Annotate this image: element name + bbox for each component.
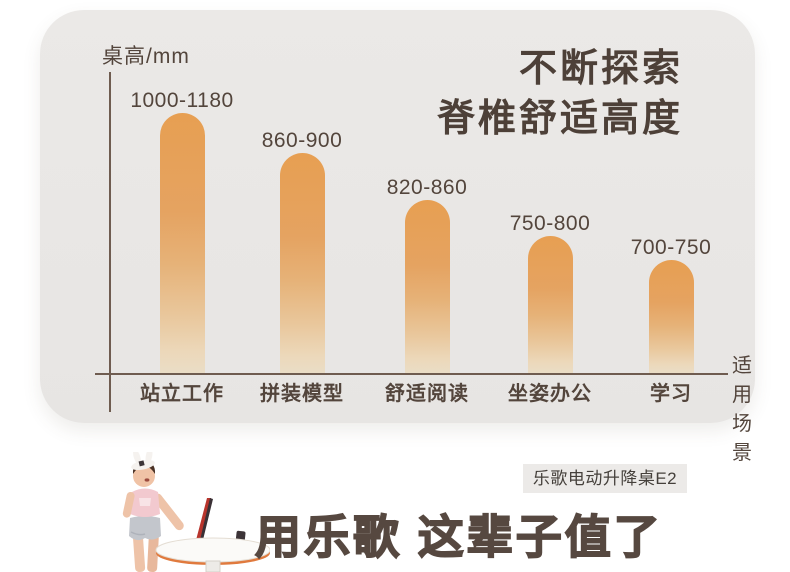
category-label-4: 学习 bbox=[650, 383, 692, 405]
category-label-2: 舒适阅读 bbox=[385, 383, 469, 405]
product-badge: 乐歌电动升降桌E2 bbox=[523, 464, 687, 493]
chart-title-line2: 脊椎舒适高度 bbox=[436, 98, 683, 140]
bar-4 bbox=[648, 260, 694, 373]
chart-card: 桌高/mm 不断探索 脊椎舒适高度 1000-1180 站立工作 860-900 拼装… bbox=[40, 10, 755, 464]
chart-title-line1: 不断探索 bbox=[518, 48, 683, 90]
bar-2 bbox=[404, 200, 450, 373]
woman-at-desk-illustration bbox=[122, 452, 270, 572]
x-axis-caption-line1: 适用 bbox=[732, 355, 753, 406]
category-label-0: 站立工作 bbox=[140, 383, 224, 405]
category-label-3: 坐姿办公 bbox=[508, 383, 592, 405]
x-axis-caption: 适用 场景 bbox=[732, 352, 755, 468]
bar-0 bbox=[159, 113, 205, 373]
y-axis-line bbox=[109, 72, 111, 412]
x-axis-line bbox=[95, 373, 728, 375]
bar-value-label-0: 1000-1180 bbox=[130, 89, 234, 112]
bar-value-label-3: 750-800 bbox=[509, 212, 591, 235]
bar-value-label-1: 860-900 bbox=[261, 129, 343, 152]
bar-3 bbox=[527, 236, 573, 373]
slogan-text: 用乐歌 这辈子值了 bbox=[254, 510, 663, 564]
bar-1 bbox=[279, 153, 325, 373]
desk bbox=[155, 537, 270, 572]
bar-value-label-2: 820-860 bbox=[386, 176, 468, 199]
woman-figure bbox=[122, 452, 184, 572]
category-label-1: 拼装模型 bbox=[260, 383, 344, 405]
chart-title: 不断探索 脊椎舒适高度 bbox=[437, 44, 683, 144]
footer: 乐歌电动升降桌E2 用乐歌 这辈子值了 bbox=[0, 424, 790, 572]
x-axis-caption-line2: 场景 bbox=[732, 413, 753, 464]
bar-value-label-4: 700-750 bbox=[630, 236, 712, 259]
y-axis-label: 桌高/mm bbox=[102, 45, 190, 68]
